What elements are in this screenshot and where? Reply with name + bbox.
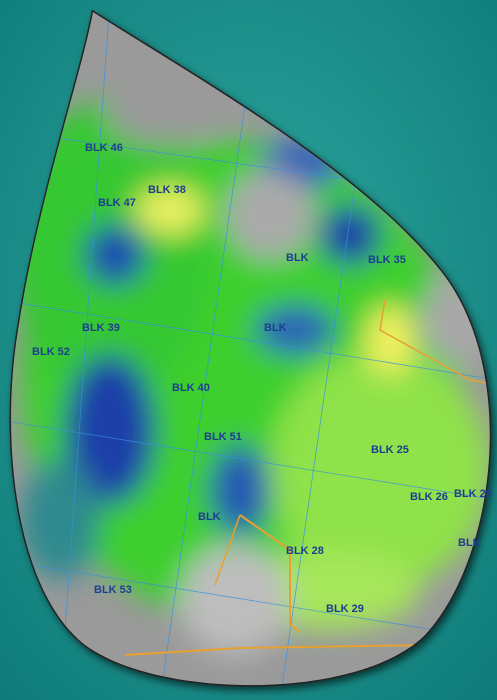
block-label: BLK <box>198 511 221 523</box>
block-label: BLK 51 <box>204 431 242 443</box>
block-labels: BLK 46 BLK 38 BLK 47 BLK BLK 35 BLK BLK 39 BLK … <box>32 142 492 615</box>
block-label: BLK 46 <box>85 142 123 154</box>
block-label: BLK 26 <box>454 488 492 500</box>
block-label: BLK 39 <box>82 322 120 334</box>
block-label: BLK 28 <box>286 545 324 557</box>
block-label: BLK 25 <box>371 444 409 456</box>
block-label: BLK 38 <box>148 184 186 196</box>
block-label: BLK 26 <box>410 491 448 503</box>
block-label: BLK 35 <box>368 254 406 266</box>
block-label: BLK 40 <box>172 382 210 394</box>
block-label: BLK 47 <box>98 197 136 209</box>
block-label: BLK 53 <box>94 584 132 596</box>
block-label: BLK <box>458 537 481 549</box>
block-label: BLK 29 <box>326 603 364 615</box>
block-label: BLK <box>264 322 287 334</box>
block-label: BLK <box>286 252 309 264</box>
block-label: BLK 52 <box>32 346 70 358</box>
